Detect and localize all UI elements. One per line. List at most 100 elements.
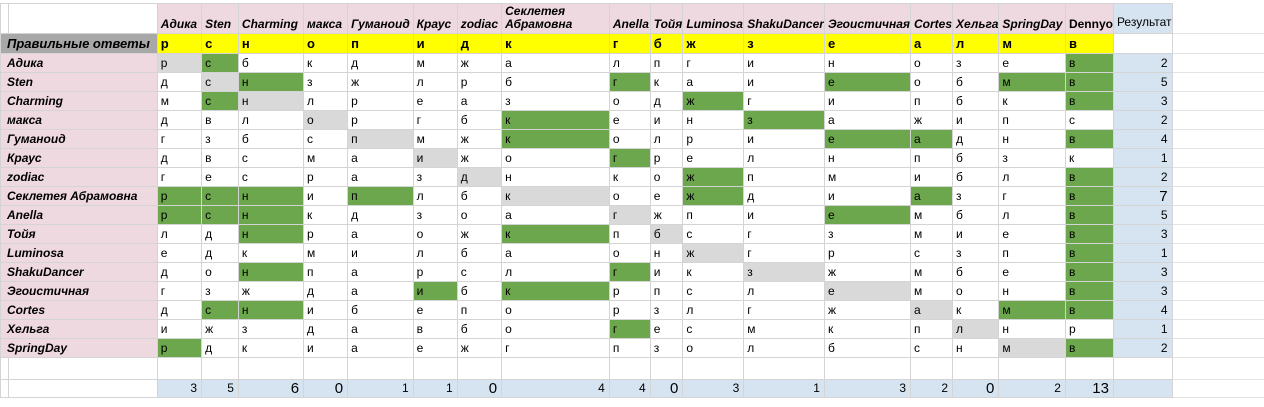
answer-cell[interactable]: д [456,33,503,54]
total-cell[interactable]: 4 [608,379,651,398]
guess-cell[interactable]: л [303,91,349,111]
guess-cell[interactable]: л [412,186,458,206]
guess-cell[interactable]: ж [456,224,503,244]
column-header[interactable]: Хельга [952,3,1000,34]
guess-cell[interactable]: з [237,319,305,339]
guess-cell[interactable]: р [303,167,349,187]
guess-cell[interactable]: р [823,243,912,263]
guess-cell[interactable]: а [347,281,414,301]
guess-cell[interactable]: о [501,319,610,339]
guess-cell[interactable]: к [823,319,912,339]
guess-cell[interactable]: н [952,338,1000,358]
guess-cell[interactable]: б [952,205,1000,225]
guess-cell[interactable]: н [237,72,305,92]
row-label[interactable]: Тойя [0,224,158,244]
spacer-cell[interactable] [998,357,1066,380]
guess-cell[interactable]: в [1064,167,1114,187]
totals-result-empty[interactable] [1112,379,1173,398]
spacer-cell[interactable] [952,357,1000,380]
guess-cell[interactable]: г [608,72,651,92]
guess-cell[interactable]: к [952,300,1000,320]
guess-cell[interactable]: в [1064,72,1114,92]
guess-cell[interactable]: а [910,129,954,149]
guess-cell[interactable]: к [682,262,745,282]
guess-cell[interactable]: в [1064,91,1114,111]
guess-cell[interactable]: ж [682,91,745,111]
guess-cell[interactable]: и [743,129,825,149]
guess-cell[interactable]: е [608,110,651,130]
guess-cell[interactable]: и [303,186,349,206]
guess-cell[interactable]: к [501,224,610,244]
guess-cell[interactable]: н [237,205,305,225]
guess-cell[interactable]: ж [682,243,745,263]
guess-cell[interactable]: м [998,300,1066,320]
guess-cell[interactable]: к [501,129,610,149]
guess-cell[interactable]: с [682,319,745,339]
column-header[interactable]: Dennyo [1064,3,1114,34]
total-cell[interactable]: 2 [910,379,954,398]
column-header[interactable]: Гуманоид [347,3,414,34]
guess-cell[interactable]: б [456,281,503,301]
guess-cell[interactable]: п [998,243,1066,263]
guess-cell[interactable]: н [998,281,1066,301]
guess-cell[interactable]: г [412,110,458,130]
guess-cell[interactable]: б [952,148,1000,168]
guess-cell[interactable]: д [743,186,825,206]
column-header[interactable]: Адика [156,3,203,34]
guess-cell[interactable]: л [412,243,458,263]
guess-cell[interactable]: о [910,53,954,73]
answer-cell[interactable]: р [156,33,203,54]
guess-cell[interactable]: м [303,243,349,263]
guess-cell[interactable]: з [998,148,1066,168]
spacer-cell[interactable] [347,357,414,380]
guess-cell[interactable]: а [910,186,954,206]
guess-cell[interactable]: о [952,281,1000,301]
result-cell[interactable]: 3 [1112,91,1173,111]
guess-cell[interactable]: л [682,300,745,320]
guess-cell[interactable]: б [952,91,1000,111]
guess-cell[interactable]: м [412,53,458,73]
guess-cell[interactable]: л [608,53,651,73]
guess-cell[interactable]: л [649,129,684,149]
guess-cell[interactable]: е [156,243,203,263]
guess-cell[interactable]: п [682,205,745,225]
guess-cell[interactable]: ж [649,205,684,225]
guess-cell[interactable]: л [743,338,825,358]
guess-cell[interactable]: в [1064,243,1114,263]
guess-cell[interactable]: р [156,338,203,358]
spacer-cell[interactable] [608,357,651,380]
guess-cell[interactable]: г [501,338,610,358]
guess-cell[interactable]: о [649,167,684,187]
guess-cell[interactable]: п [649,281,684,301]
guess-cell[interactable]: е [823,281,912,301]
guess-cell[interactable]: б [823,338,912,358]
guess-cell[interactable]: ж [201,319,239,339]
guess-cell[interactable]: г [608,262,651,282]
guess-cell[interactable]: п [743,167,825,187]
guess-cell[interactable]: р [456,72,503,92]
answer-cell[interactable]: з [743,33,825,54]
guess-cell[interactable]: и [412,148,458,168]
guess-cell[interactable]: в [1064,53,1114,73]
answers-result-empty[interactable] [1112,33,1173,54]
guess-cell[interactable]: а [910,300,954,320]
guess-cell[interactable]: д [156,72,203,92]
guess-cell[interactable]: м [823,167,912,187]
guess-cell[interactable]: д [456,167,503,187]
result-cell[interactable]: 2 [1112,53,1173,73]
guess-cell[interactable]: е [823,72,912,92]
guess-cell[interactable]: г [608,319,651,339]
result-cell[interactable]: 5 [1112,72,1173,92]
guess-cell[interactable]: е [998,262,1066,282]
guess-cell[interactable]: и [952,224,1000,244]
guess-cell[interactable]: д [201,224,239,244]
guess-cell[interactable]: с [201,72,239,92]
row-label[interactable]: Гуманоид [0,129,158,149]
result-cell[interactable]: 1 [1112,243,1173,263]
guess-cell[interactable]: о [303,110,349,130]
spacer-cell[interactable] [237,357,305,380]
total-cell[interactable]: 0 [952,379,1000,398]
total-cell[interactable]: 5 [201,379,239,398]
guess-cell[interactable]: д [649,91,684,111]
guess-cell[interactable]: г [998,186,1066,206]
